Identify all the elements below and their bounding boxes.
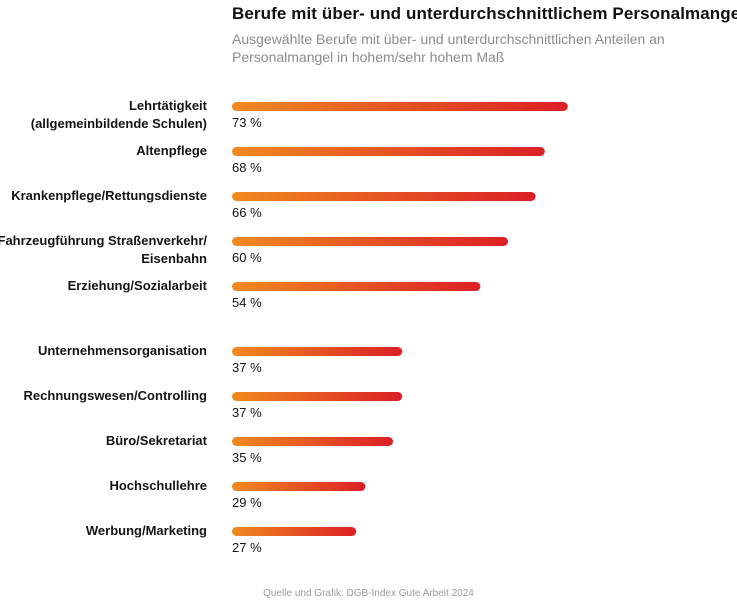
- category-label-line: Werbung/Marketing: [86, 523, 207, 538]
- category-label-line: Erziehung/Sozialarbeit: [68, 278, 208, 293]
- bar-10: [232, 527, 357, 536]
- value-label-2: 68 %: [232, 160, 262, 175]
- category-label-6: Unternehmensorganisation: [38, 343, 207, 358]
- category-label-line: Büro/Sekretariat: [106, 433, 208, 448]
- bar-4: [232, 237, 508, 246]
- category-label-line: Eisenbahn: [141, 251, 207, 266]
- value-label-1: 73 %: [232, 115, 262, 130]
- value-label-6: 37 %: [232, 360, 262, 375]
- value-label-5: 54 %: [232, 295, 262, 310]
- category-label-5: Erziehung/Sozialarbeit: [68, 278, 208, 293]
- category-label-line: Lehrtätigkeit: [129, 98, 208, 113]
- bar-3: [232, 192, 536, 201]
- bar-5: [232, 282, 481, 291]
- bar-6: [232, 347, 403, 356]
- bar-9: [232, 482, 366, 491]
- value-label-10: 27 %: [232, 540, 262, 555]
- category-label-line: Rechnungswesen/Controlling: [24, 388, 208, 403]
- value-label-4: 60 %: [232, 250, 262, 265]
- chart-title: Berufe mit über- und unterdurchschnittli…: [232, 4, 737, 23]
- category-label-3: Krankenpflege/Rettungsdienste: [11, 188, 207, 203]
- value-label-8: 35 %: [232, 450, 262, 465]
- category-label-line: Unternehmensorganisation: [38, 343, 207, 358]
- bar-8: [232, 437, 393, 446]
- category-label-line: Fahrzeugführung Straßenverkehr/: [0, 233, 207, 248]
- category-label-1: Lehrtätigkeit (allgemeinbildende Schulen): [31, 98, 208, 131]
- bar-1: [232, 102, 568, 111]
- chart-source: Quelle und Grafik: DGB-Index Gute Arbeit…: [263, 588, 474, 599]
- value-label-7: 37 %: [232, 405, 262, 420]
- category-label-10: Werbung/Marketing: [86, 523, 207, 538]
- bar-2: [232, 147, 545, 156]
- chart-subtitle: Ausgewählte Berufe mit über- und unterdu…: [232, 31, 665, 65]
- value-label-3: 66 %: [232, 205, 262, 220]
- category-label-2: Altenpflege: [136, 143, 207, 158]
- category-label-4: Fahrzeugführung Straßenverkehr/Eisenbahn: [0, 233, 207, 266]
- bar-7: [232, 392, 403, 401]
- category-label-7: Rechnungswesen/Controlling: [24, 388, 208, 403]
- category-label-8: Büro/Sekretariat: [106, 433, 208, 448]
- category-label-line: Krankenpflege/Rettungsdienste: [11, 188, 207, 203]
- category-label-line: Altenpflege: [136, 143, 207, 158]
- category-label-line: (allgemeinbildende Schulen): [31, 116, 207, 131]
- value-label-9: 29 %: [232, 495, 262, 510]
- category-label-9: Hochschullehre: [109, 478, 207, 493]
- category-label-line: Hochschullehre: [109, 478, 207, 493]
